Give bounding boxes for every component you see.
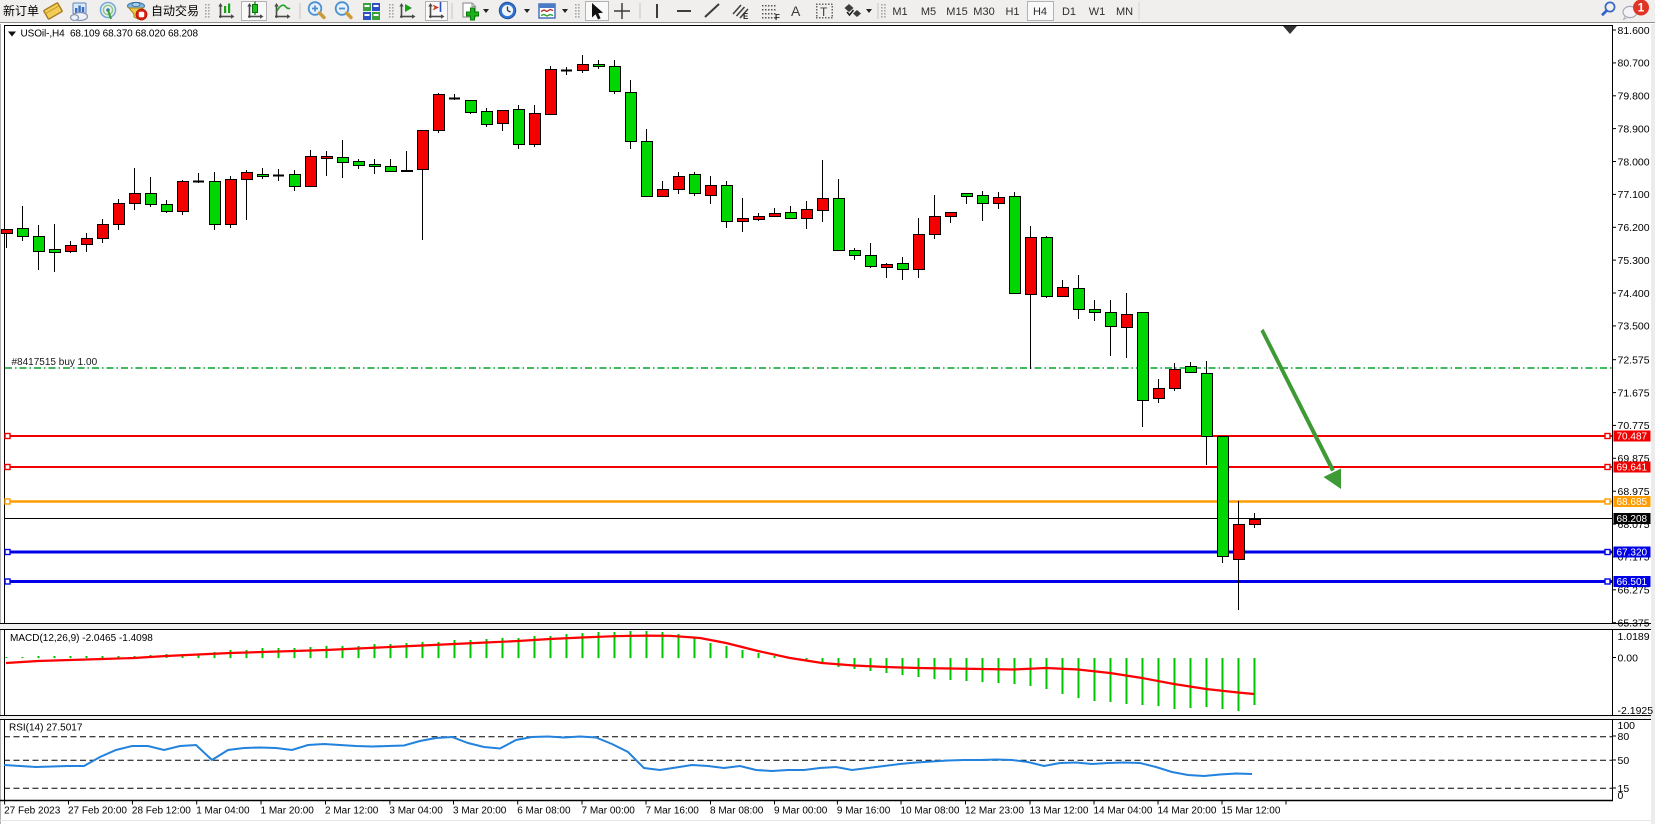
svg-text:MN: MN — [1116, 6, 1133, 18]
svg-text:28 Feb 12:00: 28 Feb 12:00 — [132, 806, 191, 817]
svg-text:9 Mar 00:00: 9 Mar 00:00 — [774, 806, 828, 817]
svg-text:70.775: 70.775 — [1618, 420, 1650, 432]
svg-text:M5: M5 — [921, 6, 936, 18]
svg-text:A: A — [791, 3, 801, 19]
svg-text:8 Mar 08:00: 8 Mar 08:00 — [710, 806, 764, 817]
svg-text:15 Mar 12:00: 15 Mar 12:00 — [1222, 806, 1281, 817]
svg-text:7 Mar 16:00: 7 Mar 16:00 — [646, 806, 700, 817]
svg-text:1.0189: 1.0189 — [1618, 631, 1650, 643]
svg-text:13 Mar 12:00: 13 Mar 12:00 — [1030, 806, 1089, 817]
svg-text:78.000: 78.000 — [1618, 156, 1650, 168]
svg-text:78.900: 78.900 — [1618, 123, 1650, 135]
svg-text:72.575: 72.575 — [1618, 355, 1650, 367]
svg-text:1 Mar 04:00: 1 Mar 04:00 — [196, 806, 250, 817]
svg-text:66.275: 66.275 — [1618, 585, 1650, 597]
svg-text:14 Mar 20:00: 14 Mar 20:00 — [1158, 806, 1217, 817]
svg-text:71.675: 71.675 — [1618, 387, 1650, 399]
svg-text:RSI(14) 27.5017: RSI(14) 27.5017 — [9, 723, 83, 734]
svg-text:T: T — [820, 5, 828, 19]
svg-text:自动交易: 自动交易 — [151, 3, 199, 18]
svg-text:81.600: 81.600 — [1618, 25, 1650, 37]
svg-text:74.400: 74.400 — [1618, 288, 1650, 300]
svg-text:1: 1 — [1638, 1, 1645, 15]
svg-text:1 Mar 20:00: 1 Mar 20:00 — [261, 806, 315, 817]
svg-text:新订单: 新订单 — [3, 3, 39, 18]
svg-text:D1: D1 — [1062, 6, 1076, 18]
svg-text:-2.1925: -2.1925 — [1618, 705, 1654, 717]
svg-text:2 Mar 12:00: 2 Mar 12:00 — [325, 806, 379, 817]
svg-text:M30: M30 — [973, 6, 994, 18]
svg-text:10 Mar 08:00: 10 Mar 08:00 — [901, 806, 960, 817]
svg-text:9 Mar 16:00: 9 Mar 16:00 — [837, 806, 891, 817]
svg-text:66.501: 66.501 — [1617, 577, 1648, 588]
svg-text:27 Feb 2023: 27 Feb 2023 — [4, 806, 61, 817]
svg-text:76.200: 76.200 — [1618, 222, 1650, 234]
svg-text:69.641: 69.641 — [1617, 463, 1648, 474]
svg-text:0.00: 0.00 — [1618, 652, 1639, 664]
svg-text:12 Mar 23:00: 12 Mar 23:00 — [965, 806, 1024, 817]
svg-text:M15: M15 — [946, 6, 967, 18]
svg-text:79.800: 79.800 — [1618, 91, 1650, 103]
svg-text:80.700: 80.700 — [1618, 58, 1650, 70]
svg-text:68.685: 68.685 — [1617, 497, 1648, 508]
svg-text:100: 100 — [1618, 720, 1636, 732]
svg-text:67.320: 67.320 — [1617, 548, 1648, 559]
svg-text:3 Mar 04:00: 3 Mar 04:00 — [389, 806, 443, 817]
svg-text:65.375: 65.375 — [1618, 618, 1650, 630]
svg-text:#8417515 buy 1.00: #8417515 buy 1.00 — [12, 357, 98, 368]
svg-text:50: 50 — [1618, 755, 1630, 767]
svg-text:H4: H4 — [1033, 6, 1047, 18]
svg-text:14 Mar 04:00: 14 Mar 04:00 — [1094, 806, 1153, 817]
svg-text:27 Feb 20:00: 27 Feb 20:00 — [68, 806, 127, 817]
svg-text:77.100: 77.100 — [1618, 189, 1650, 201]
svg-text:E: E — [743, 12, 749, 21]
svg-text:7 Mar 00:00: 7 Mar 00:00 — [582, 806, 636, 817]
svg-text:80: 80 — [1618, 731, 1630, 743]
svg-text:USOil-,H4 68.109 68.370 68.02: USOil-,H4 68.109 68.370 68.020 68.208 — [21, 29, 199, 40]
svg-text:70.487: 70.487 — [1617, 432, 1648, 443]
svg-text:MACD(12,26,9) -2.0465 -1.4098: MACD(12,26,9) -2.0465 -1.4098 — [10, 633, 153, 644]
svg-text:0: 0 — [1618, 790, 1624, 802]
svg-text:M1: M1 — [892, 6, 907, 18]
svg-text:73.500: 73.500 — [1618, 321, 1650, 333]
svg-text:6 Mar 08:00: 6 Mar 08:00 — [517, 806, 571, 817]
svg-text:H1: H1 — [1005, 6, 1019, 18]
svg-text:68.208: 68.208 — [1617, 514, 1648, 525]
svg-text:3 Mar 20:00: 3 Mar 20:00 — [453, 806, 507, 817]
svg-text:W1: W1 — [1089, 6, 1106, 18]
svg-text:75.300: 75.300 — [1618, 255, 1650, 267]
svg-text:15: 15 — [1618, 783, 1630, 795]
svg-text:F: F — [775, 13, 780, 22]
svg-text:68.975: 68.975 — [1618, 486, 1650, 498]
